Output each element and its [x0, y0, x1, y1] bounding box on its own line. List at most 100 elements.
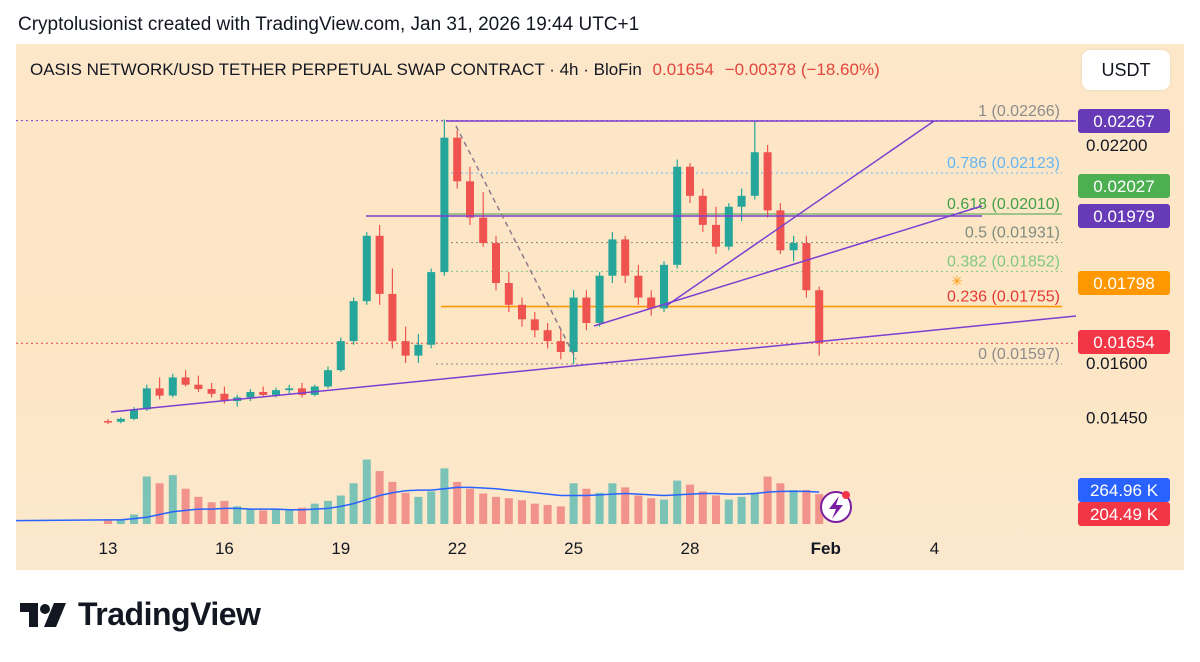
- volume-bar: [621, 487, 630, 524]
- candle-body: [271, 390, 281, 395]
- volume-bar: [233, 506, 242, 524]
- candle-body: [181, 377, 190, 385]
- rising-wedge-lower-line: [593, 205, 983, 327]
- candle-body: [142, 388, 151, 410]
- volume-bar: [220, 500, 229, 524]
- candle-body: [362, 235, 371, 302]
- candle-body: [323, 370, 333, 387]
- y-tick: 0.01600: [1086, 354, 1147, 373]
- candle-body: [220, 393, 229, 402]
- candle-body: [427, 272, 436, 345]
- volume-bar: [530, 503, 539, 524]
- volume-bar: [802, 490, 811, 524]
- volume-bar: [388, 481, 397, 524]
- candle-body: [414, 344, 423, 356]
- volume-bar: [207, 502, 216, 524]
- volume-bar: [155, 483, 164, 524]
- candle-body: [698, 195, 707, 225]
- candle-body: [647, 297, 656, 309]
- x-tick-13: 13: [99, 539, 118, 558]
- volume-bar: [103, 520, 113, 524]
- candle-body: [659, 264, 669, 309]
- trend-lines: [110, 120, 1077, 413]
- price-badge-label: 0.01654: [1093, 333, 1154, 352]
- volume-badge: [1078, 478, 1170, 502]
- chart-area[interactable]: 1 (0.02266) 0.786 (0.02123) 0.618 (0.02010…: [16, 44, 1184, 570]
- candle-body: [116, 418, 125, 422]
- candle-body: [711, 224, 721, 247]
- volume-bar: [569, 483, 578, 524]
- candle-body: [556, 341, 565, 353]
- tradingview-logo-icon: [20, 602, 66, 627]
- volume-bar: [310, 503, 319, 524]
- volume-bar: [427, 491, 436, 524]
- volume-bar: [440, 468, 449, 524]
- lightning-icon: [820, 491, 852, 523]
- currency-button[interactable]: USDT: [1082, 50, 1170, 90]
- candle-body: [168, 377, 177, 396]
- x-tick-19: 19: [331, 539, 350, 558]
- price-chart[interactable]: 1 (0.02266) 0.786 (0.02123) 0.618 (0.02010…: [16, 44, 1184, 570]
- volume-bar: [608, 483, 617, 524]
- volume-ma-line: [16, 486, 820, 522]
- candle-body: [440, 137, 449, 273]
- candle-body: [259, 391, 268, 395]
- candle-body: [453, 137, 462, 182]
- volume-bar: [181, 488, 190, 524]
- volume-bar: [776, 483, 785, 524]
- volume-bar: [479, 493, 488, 524]
- candle-body: [621, 239, 630, 276]
- candle-body: [530, 319, 539, 331]
- candle-body: [737, 195, 746, 207]
- volume-badge-label: 204.49 K: [1090, 505, 1159, 524]
- volume-bar: [698, 491, 707, 524]
- candle-body: [750, 152, 759, 196]
- volume-bar: [453, 481, 462, 524]
- x-tick-28: 28: [681, 539, 700, 558]
- y-tick: 0.02200: [1086, 136, 1147, 155]
- candle-body: [543, 330, 552, 342]
- x-axis: 13 16 19 22 25 28 Feb 4: [99, 539, 940, 558]
- volume-badge-label: 264.96 K: [1090, 481, 1159, 500]
- volume-bar: [246, 509, 255, 524]
- last-price: 0.01654: [652, 60, 714, 79]
- volume-bar: [285, 510, 294, 524]
- volume-bar: [750, 492, 759, 524]
- candle-body: [375, 235, 384, 294]
- volume-bar: [789, 490, 798, 524]
- volume-bar: [414, 496, 423, 524]
- volume-bar: [595, 492, 604, 524]
- volume-bar: [582, 488, 591, 524]
- volume-bar: [142, 476, 151, 524]
- price-badge-label: 0.01798: [1093, 274, 1154, 293]
- star-icon: ✳: [951, 274, 963, 290]
- price-badge: [1078, 271, 1170, 295]
- volume-bar: [634, 495, 643, 524]
- price-badge-label: 0.02267: [1093, 112, 1154, 131]
- volume-bar: [375, 471, 384, 524]
- volume-bar: [401, 492, 410, 524]
- volume-bar: [685, 484, 695, 524]
- fib-label-0.382: 0.382 (0.01852): [947, 253, 1060, 270]
- x-tick-Feb: Feb: [811, 539, 841, 558]
- candle-body: [815, 290, 824, 344]
- price-badges: 0.02267 0.02027 0.01979 0.01798 0.01654 264.9…: [1078, 109, 1170, 526]
- volume-bar: [323, 500, 333, 524]
- volume-badge: [1078, 502, 1170, 526]
- candle-body: [595, 275, 604, 323]
- fib-label-0.618: 0.618 (0.02010): [947, 196, 1060, 213]
- ascending-support-line: [110, 315, 1077, 413]
- candle-body: [103, 421, 113, 423]
- volume-bar: [517, 500, 527, 524]
- fib-label-0.236: 0.236 (0.01755): [947, 289, 1060, 306]
- volume-bar: [271, 509, 281, 524]
- x-tick-22: 22: [448, 539, 467, 558]
- volume-bar: [724, 499, 733, 524]
- candle-body: [479, 217, 488, 244]
- x-tick-25: 25: [564, 539, 583, 558]
- y-tick: 0.01450: [1086, 408, 1147, 427]
- rising-wedge-upper-line: [665, 120, 935, 307]
- candle-body: [310, 386, 319, 395]
- candle-body: [194, 384, 203, 390]
- candle-body: [569, 297, 578, 353]
